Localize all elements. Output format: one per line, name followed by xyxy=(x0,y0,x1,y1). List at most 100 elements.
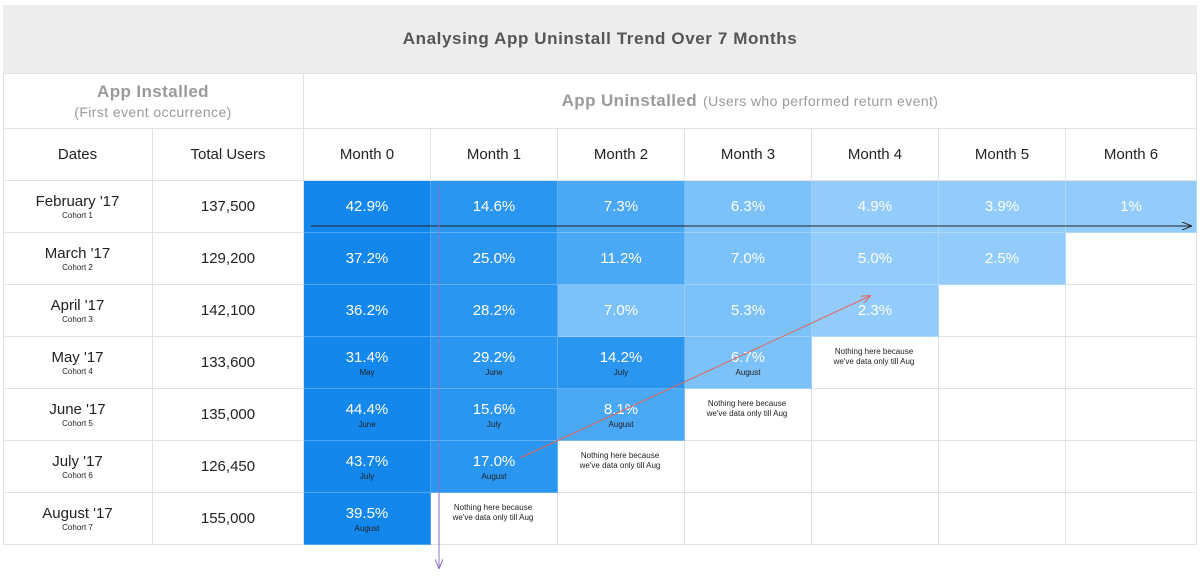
cell-value: 2.5% xyxy=(984,250,1020,267)
heatmap-cell: 5.0% xyxy=(812,233,939,285)
cell-value: 17.0% xyxy=(472,452,516,470)
empty-cell xyxy=(1066,389,1197,441)
cell-value: 7.3% xyxy=(603,198,639,215)
empty-cell: Nothing here because we've data only til… xyxy=(431,493,558,545)
total-users-cell: 129,200 xyxy=(153,233,304,285)
cohort-date-cell: August '17 Cohort 7 xyxy=(3,493,153,545)
heatmap-cell: 4.9% xyxy=(812,181,939,233)
cohort-label: Cohort 1 xyxy=(62,211,93,220)
cohort-date: April '17 xyxy=(50,297,105,314)
empty-cell xyxy=(1066,233,1197,285)
empty-cell xyxy=(939,441,1066,493)
installed-group-subtitle: (First event occurrence) xyxy=(74,103,232,120)
no-data-note: Nothing here because we've data only til… xyxy=(706,399,788,418)
empty-cell xyxy=(939,337,1066,389)
cohort-label: Cohort 2 xyxy=(62,263,93,272)
cell-value: 39.5% xyxy=(345,504,389,522)
heatmap-cell: 8.1% August xyxy=(558,389,685,441)
empty-cell xyxy=(812,441,939,493)
no-data-note: Nothing here because we've data only til… xyxy=(452,503,534,522)
cohort-label: Cohort 7 xyxy=(62,523,93,532)
column-header-month-5: Month 5 xyxy=(939,129,1066,181)
cohort-date: March '17 xyxy=(44,245,111,262)
empty-cell xyxy=(685,441,812,493)
cohort-date-cell: May '17 Cohort 4 xyxy=(3,337,153,389)
heatmap-cell: 5.3% xyxy=(685,285,812,337)
installed-group-header: App Installed (First event occurrence) xyxy=(3,73,304,129)
cell-value: 36.2% xyxy=(345,302,389,319)
heatmap-cell: 6.3% xyxy=(685,181,812,233)
heatmap-cell: 15.6% July xyxy=(431,389,558,441)
cell-value: 4.9% xyxy=(857,198,893,215)
cell-value: 5.0% xyxy=(857,250,893,267)
column-header-month-1: Month 1 xyxy=(431,129,558,181)
installed-group-title: App Installed xyxy=(97,81,209,101)
cell-calendar-month: August xyxy=(608,419,634,429)
cell-value: 43.7% xyxy=(345,452,389,470)
uninstalled-group-header: App Uninstalled (Users who performed ret… xyxy=(304,73,1197,129)
heatmap-cell: 43.7% July xyxy=(304,441,431,493)
cohort-label: Cohort 3 xyxy=(62,315,93,324)
cell-value: 37.2% xyxy=(345,250,389,267)
cell-value: 6.7% xyxy=(730,348,766,366)
uninstalled-group-subtitle: (Users who performed return event) xyxy=(703,92,939,109)
cell-value: 31.4% xyxy=(345,348,389,366)
cell-calendar-month: August xyxy=(354,523,380,533)
cohort-date: August '17 xyxy=(42,505,113,522)
cohort-label: Cohort 5 xyxy=(62,419,93,428)
cohort-date-cell: February '17 Cohort 1 xyxy=(3,181,153,233)
cell-value: 14.6% xyxy=(472,198,516,215)
total-users-cell: 137,500 xyxy=(153,181,304,233)
no-data-note: Nothing here because we've data only til… xyxy=(579,451,661,470)
empty-cell xyxy=(558,493,685,545)
empty-cell xyxy=(939,493,1066,545)
column-header-month-4: Month 4 xyxy=(812,129,939,181)
column-header-month-0: Month 0 xyxy=(304,129,431,181)
cell-calendar-month: July xyxy=(486,419,502,429)
heatmap-cell: 42.9% xyxy=(304,181,431,233)
cell-calendar-month: August xyxy=(735,367,761,377)
heatmap-cell: 7.3% xyxy=(558,181,685,233)
cell-value: 29.2% xyxy=(472,348,516,366)
heatmap-cell: 3.9% xyxy=(939,181,1066,233)
heatmap-cell: 14.2% July xyxy=(558,337,685,389)
column-header-total-users: Total Users xyxy=(153,129,304,181)
cell-value: 1% xyxy=(1120,198,1142,215)
chart-title: Analysing App Uninstall Trend Over 7 Mon… xyxy=(3,5,1197,73)
heatmap-cell: 11.2% xyxy=(558,233,685,285)
total-users-cell: 135,000 xyxy=(153,389,304,441)
total-users-cell: 126,450 xyxy=(153,441,304,493)
empty-cell: Nothing here because we've data only til… xyxy=(685,389,812,441)
cell-calendar-month: July xyxy=(613,367,629,377)
cohort-label: Cohort 6 xyxy=(62,471,93,480)
cohort-label: Cohort 4 xyxy=(62,367,93,376)
heatmap-cell: 2.5% xyxy=(939,233,1066,285)
diagonal-trend-arrow xyxy=(519,296,870,459)
cohort-date: May '17 xyxy=(51,349,104,366)
cell-calendar-month: June xyxy=(485,367,503,377)
cell-value: 2.3% xyxy=(857,302,893,319)
empty-cell xyxy=(685,493,812,545)
cell-value: 7.0% xyxy=(603,302,639,319)
heatmap-cell: 14.6% xyxy=(431,181,558,233)
cell-value: 3.9% xyxy=(984,198,1020,215)
total-users-cell: 155,000 xyxy=(153,493,304,545)
cohort-date: July '17 xyxy=(52,453,103,470)
heatmap-cell: 1% xyxy=(1066,181,1197,233)
empty-cell xyxy=(812,389,939,441)
cell-value: 11.2% xyxy=(600,250,642,267)
heatmap-cell: 44.4% June xyxy=(304,389,431,441)
cell-value: 7.0% xyxy=(730,250,766,267)
column-header-month-3: Month 3 xyxy=(685,129,812,181)
empty-cell xyxy=(939,285,1066,337)
heatmap-cell: 31.4% May xyxy=(304,337,431,389)
heatmap-cell: 6.7% August xyxy=(685,337,812,389)
column-header-dates: Dates xyxy=(3,129,153,181)
heatmap-cell: 28.2% xyxy=(431,285,558,337)
cohort-date-cell: April '17 Cohort 3 xyxy=(3,285,153,337)
cohort-date-cell: July '17 Cohort 6 xyxy=(3,441,153,493)
cell-value: 5.3% xyxy=(730,302,766,319)
empty-cell xyxy=(1066,441,1197,493)
heatmap-cell: 37.2% xyxy=(304,233,431,285)
